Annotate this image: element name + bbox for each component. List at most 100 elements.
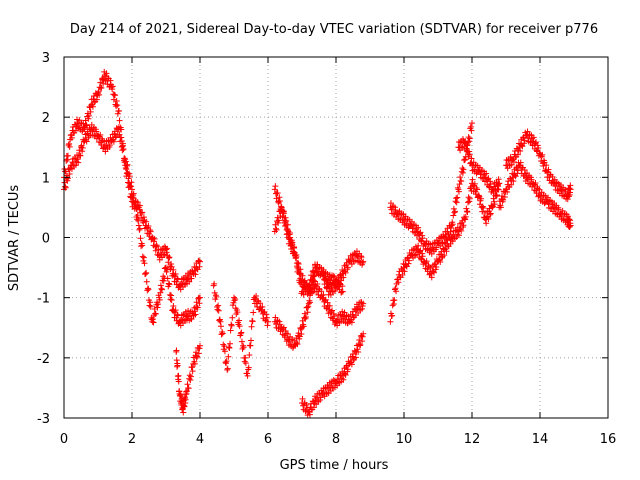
data-point bbox=[173, 357, 180, 364]
data-point bbox=[143, 278, 150, 285]
data-point bbox=[485, 215, 492, 222]
data-point bbox=[461, 139, 468, 146]
data-point bbox=[238, 329, 245, 336]
data-point bbox=[120, 146, 127, 153]
data-point bbox=[534, 142, 541, 149]
data-point bbox=[495, 176, 502, 183]
data-point bbox=[327, 388, 334, 395]
data-point bbox=[117, 138, 124, 145]
data-point bbox=[468, 127, 475, 134]
data-point bbox=[257, 300, 264, 307]
data-point bbox=[280, 324, 287, 331]
y-tick-label: 3 bbox=[42, 51, 50, 66]
data-point bbox=[433, 244, 440, 251]
data-point bbox=[127, 182, 134, 189]
data-point bbox=[174, 312, 181, 319]
data-point bbox=[308, 272, 315, 279]
data-point bbox=[189, 368, 196, 375]
data-point bbox=[126, 170, 133, 177]
data-point bbox=[242, 360, 249, 367]
data-point bbox=[225, 344, 232, 351]
data-point bbox=[392, 285, 399, 292]
data-point bbox=[130, 192, 137, 199]
data-point bbox=[240, 342, 247, 349]
data-point bbox=[183, 390, 190, 397]
data-point bbox=[474, 186, 481, 193]
data-point bbox=[504, 189, 511, 196]
data-point bbox=[463, 208, 470, 215]
series-trace-c bbox=[173, 342, 203, 416]
data-point bbox=[356, 337, 363, 344]
data-point bbox=[309, 277, 316, 284]
data-point bbox=[349, 254, 356, 261]
data-point bbox=[187, 376, 194, 383]
data-point bbox=[242, 354, 249, 361]
data-point bbox=[305, 300, 312, 307]
data-point bbox=[458, 178, 465, 185]
data-point bbox=[232, 295, 239, 302]
data-point bbox=[180, 409, 187, 416]
data-point bbox=[462, 216, 469, 223]
data-point bbox=[265, 318, 271, 325]
data-point bbox=[567, 186, 574, 193]
data-point bbox=[227, 327, 234, 334]
data-point bbox=[253, 293, 260, 300]
data-point bbox=[300, 323, 307, 330]
data-point bbox=[89, 103, 96, 110]
data-point bbox=[501, 194, 508, 201]
x-tick-label: 0 bbox=[60, 432, 68, 447]
data-point bbox=[182, 396, 189, 403]
data-point bbox=[228, 321, 235, 328]
data-point bbox=[462, 138, 469, 145]
data-point bbox=[449, 221, 456, 228]
data-point bbox=[469, 120, 475, 127]
data-point bbox=[533, 139, 540, 146]
data-point bbox=[466, 198, 473, 205]
data-point bbox=[284, 221, 291, 228]
data-point bbox=[462, 213, 469, 220]
data-point bbox=[143, 269, 150, 276]
data-point bbox=[186, 278, 193, 285]
data-point bbox=[291, 249, 298, 256]
data-point bbox=[441, 239, 448, 246]
data-point bbox=[110, 96, 117, 103]
data-point bbox=[293, 253, 300, 260]
data-point bbox=[240, 344, 247, 351]
data-point bbox=[304, 304, 311, 311]
data-point bbox=[103, 70, 110, 77]
data-point bbox=[359, 333, 366, 340]
data-point bbox=[292, 252, 299, 259]
data-point bbox=[184, 381, 191, 388]
data-point bbox=[306, 281, 313, 288]
data-point bbox=[275, 217, 282, 224]
data-point bbox=[304, 309, 311, 316]
data-point bbox=[140, 254, 147, 261]
data-point bbox=[419, 235, 426, 242]
data-point bbox=[85, 112, 92, 119]
data-point bbox=[129, 186, 135, 193]
data-point bbox=[497, 204, 504, 211]
data-point bbox=[344, 366, 351, 373]
data-point bbox=[419, 253, 426, 260]
data-point bbox=[136, 226, 143, 233]
data-point bbox=[231, 294, 237, 301]
data-point bbox=[291, 243, 298, 250]
data-point bbox=[245, 364, 252, 371]
data-point bbox=[310, 273, 317, 280]
data-point bbox=[64, 152, 71, 159]
data-point bbox=[517, 148, 524, 155]
data-point bbox=[123, 162, 130, 169]
data-point bbox=[241, 358, 248, 365]
data-point bbox=[494, 186, 501, 193]
data-point bbox=[150, 319, 157, 326]
data-point bbox=[495, 183, 502, 190]
data-point bbox=[479, 208, 486, 215]
data-point bbox=[219, 330, 226, 337]
x-tick-label: 14 bbox=[532, 432, 549, 447]
data-point bbox=[348, 319, 355, 326]
data-point bbox=[188, 275, 195, 282]
data-point bbox=[237, 330, 244, 337]
data-point bbox=[154, 304, 161, 311]
series-trace-k bbox=[455, 136, 503, 197]
